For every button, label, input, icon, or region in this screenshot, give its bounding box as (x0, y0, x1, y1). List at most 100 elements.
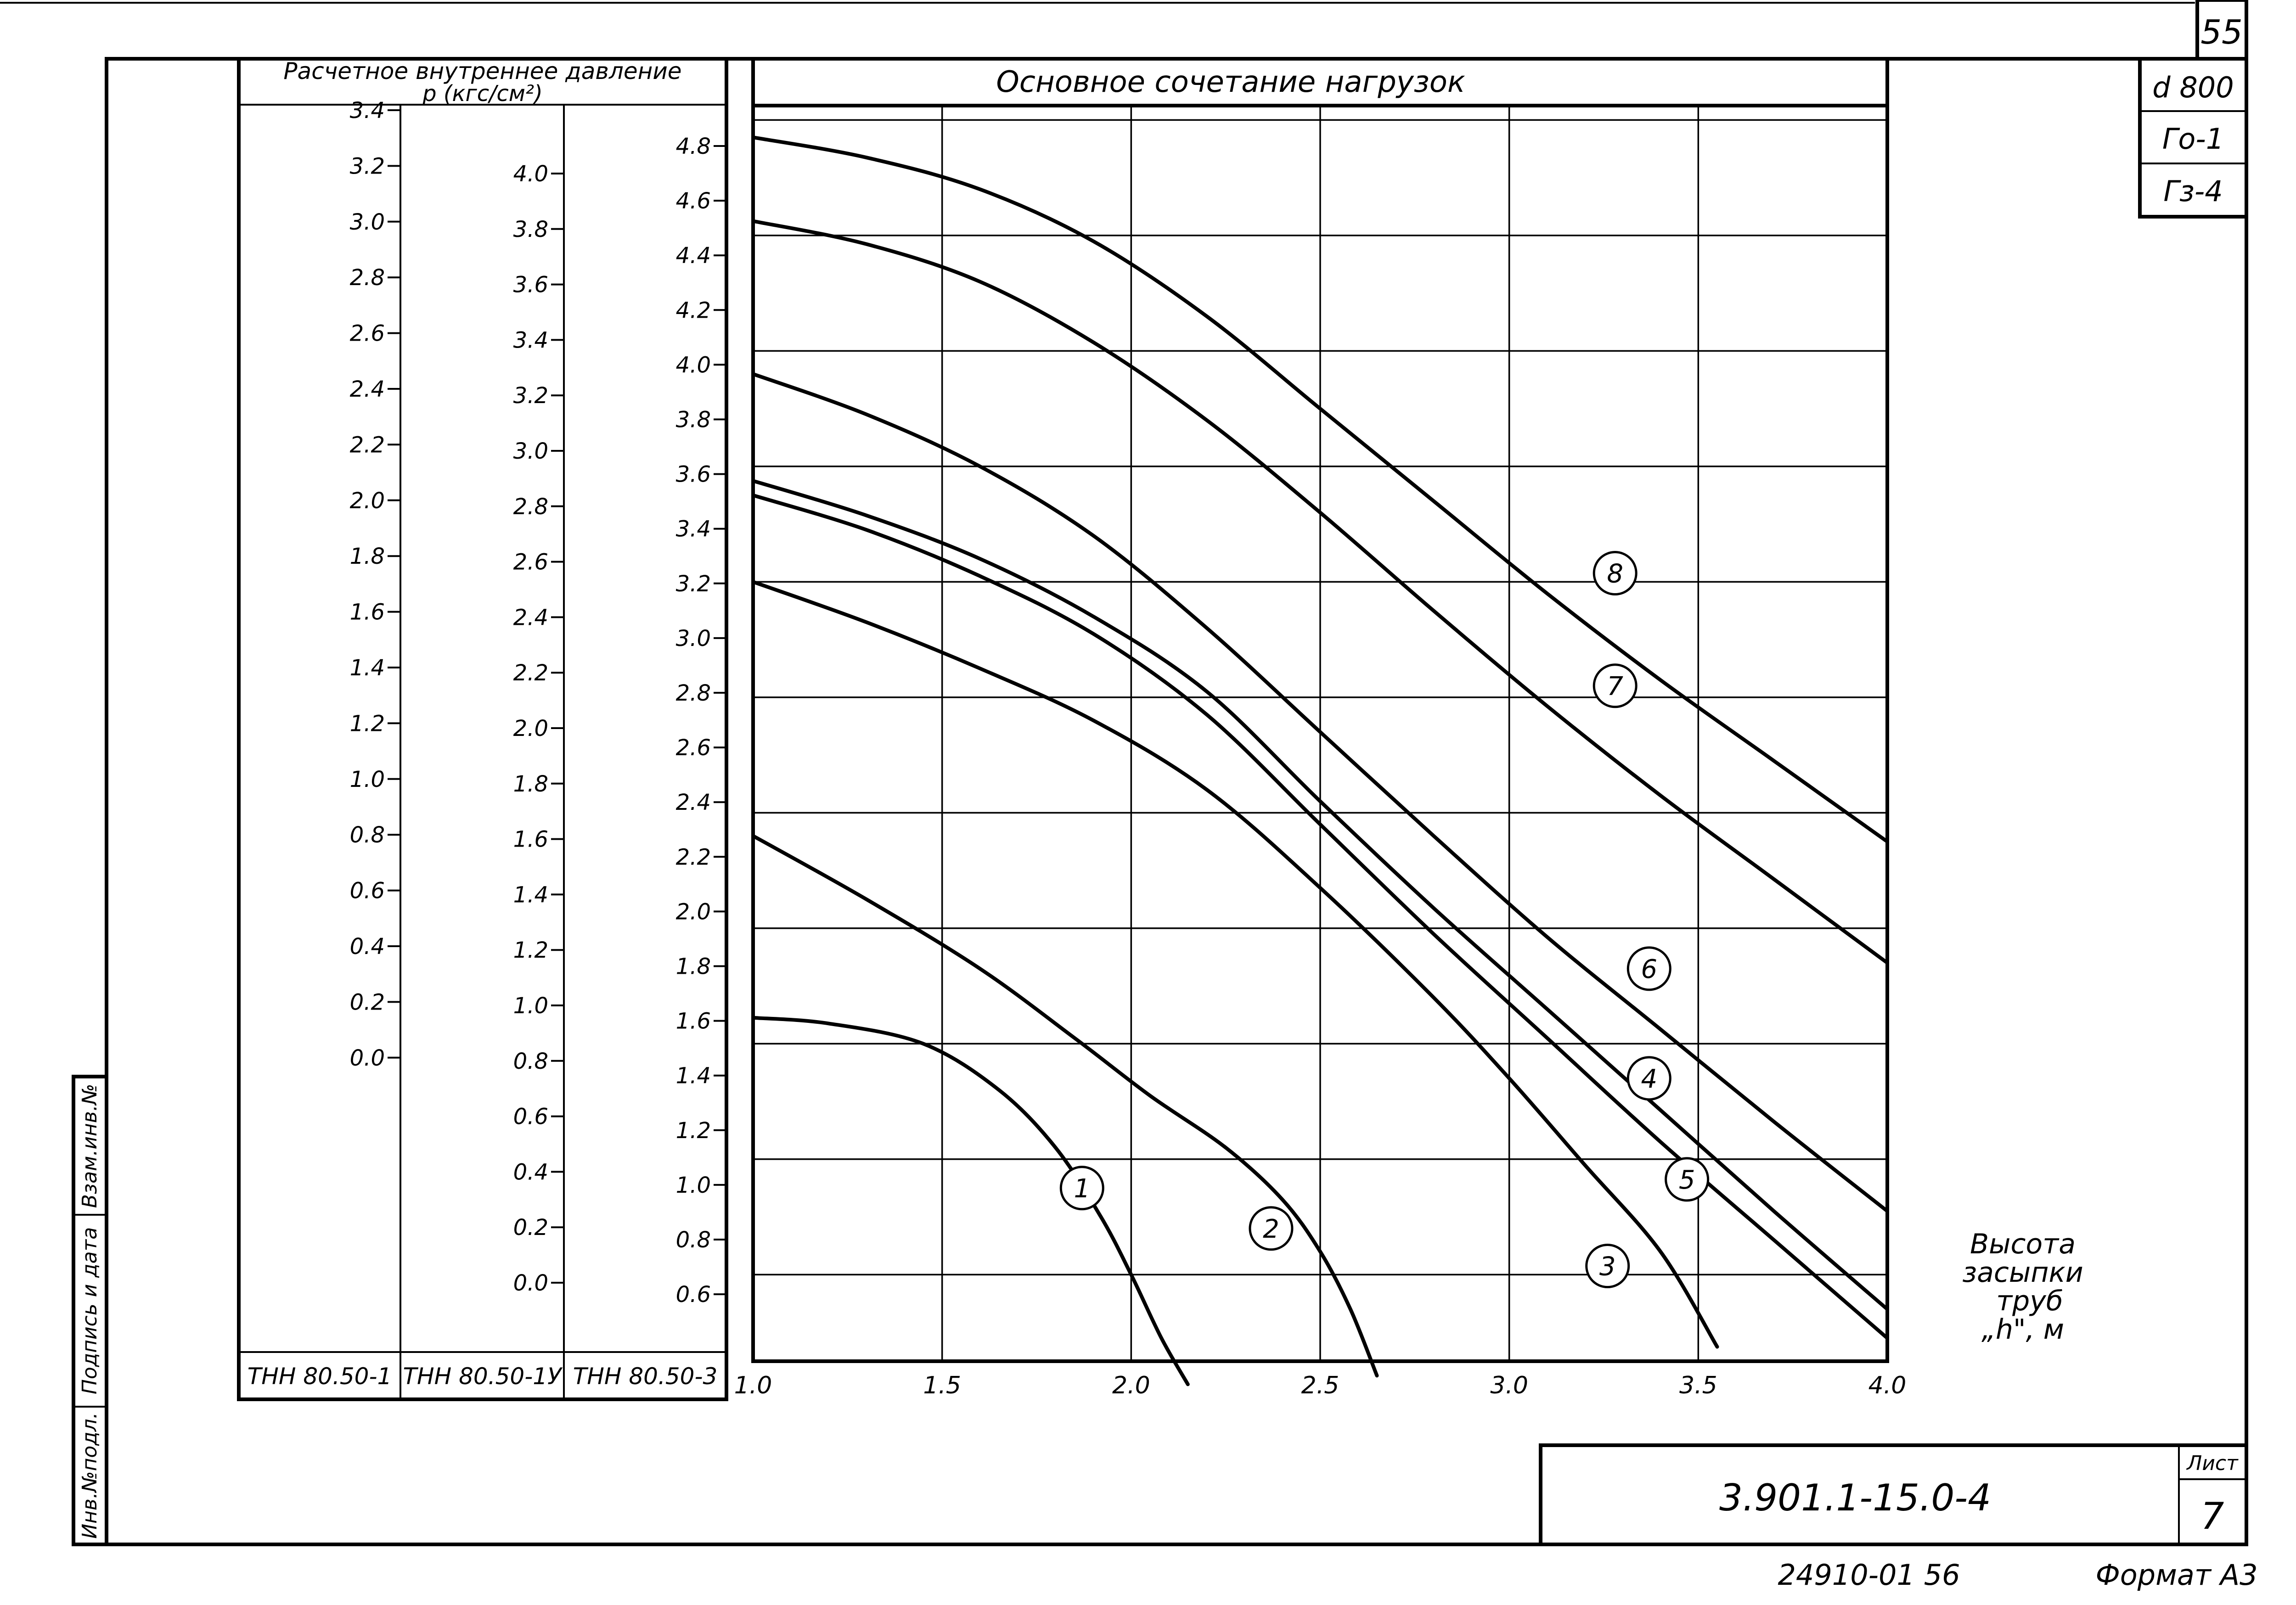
x-tick-label: 1.5 (923, 1372, 961, 1399)
curve-label-circle (1059, 1166, 1104, 1211)
x-tick-label: 3.5 (1679, 1372, 1717, 1399)
x-tick-label: 2.5 (1301, 1372, 1339, 1399)
curve-label-6: 6 (1626, 946, 1671, 991)
scale-tick-label: 1.4 (350, 655, 385, 681)
series-line-1 (751, 1016, 1190, 1386)
curve-label-text: 5 (1679, 1165, 1695, 1195)
x-axis-label-line3: труб (1996, 1285, 2063, 1317)
sheet-frame (105, 57, 2248, 1546)
scale-tick-label: 0.6 (676, 1282, 711, 1308)
scale-tick-label: 0.2 (350, 989, 385, 1015)
scale-tick-label: 0.8 (513, 1049, 548, 1074)
scale-tick-label: 0.0 (513, 1270, 548, 1296)
scale-tick-label: 1.4 (513, 882, 548, 908)
series-line-3 (751, 580, 1719, 1349)
scale-tick-label: 2.0 (676, 899, 711, 925)
curve-label-1: 1 (1059, 1166, 1104, 1211)
scale-tick-label: 2.0 (350, 488, 385, 514)
scale-tick-label: 2.4 (676, 790, 711, 815)
scale-tick-label: 1.6 (676, 1009, 711, 1034)
scale-tick-label: 3.4 (676, 516, 711, 542)
scale-tick-label: 1.8 (350, 544, 385, 569)
scale-tick-label: 1.4 (676, 1063, 711, 1089)
curve-labels: 1 2 3 4 5 6 7 8 (1059, 551, 1710, 1289)
curve-label-circle (1593, 663, 1638, 708)
x-tick-label: 2.0 (1112, 1372, 1150, 1399)
curve-label-circle (1626, 946, 1671, 991)
pressure-scales-panel: Расчетное внутреннее давление р (кгс/см²… (237, 57, 728, 1401)
scale-ticks: 3.4 3.2 3.0 2.8 2.6 2.4 2.2 2.0 1.8 1.6 1.4 1.2 1.0 0… (350, 98, 726, 1308)
scale-tick-label: 3.4 (513, 327, 548, 353)
side-label-box (2138, 57, 2248, 219)
chart-title: Основное сочетание нагрузок (996, 65, 1465, 99)
scale-tick-label: 1.0 (676, 1173, 711, 1198)
scale-tick-label: 2.6 (676, 735, 711, 761)
scale-tick-label: 2.6 (513, 550, 548, 575)
x-tick-labels: 1.0 1.5 2.0 2.5 3.0 3.5 4.0 (734, 1372, 1907, 1399)
scale-tick-label: 0.6 (513, 1104, 548, 1130)
scale-tick-label: 3.4 (350, 98, 385, 123)
scale-tick-label: 3.0 (350, 209, 385, 235)
scale-tick-label: 0.2 (513, 1215, 548, 1240)
x-tick-label: 1.0 (734, 1372, 772, 1399)
scale-tick-label: 0.6 (350, 878, 385, 904)
x-axis-label-line1: Высота (1970, 1228, 2076, 1260)
x-axis-label: Высота засыпки труб „h", м (1962, 1228, 2083, 1346)
scale-tick-label: 3.2 (350, 153, 385, 179)
series-line-8 (751, 135, 1889, 844)
archive-number: 24910-01 56 (1778, 1558, 1960, 1592)
series-line-2 (751, 834, 1379, 1378)
scale-tick-label: 3.2 (676, 571, 711, 597)
scale-tick-label: 2.2 (350, 432, 385, 458)
curve-label-text: 4 (1641, 1064, 1657, 1094)
doc-number: 3.901.1-15.0-4 (1719, 1476, 1991, 1519)
scale-tick-label: 2.4 (513, 605, 548, 630)
curve-label-5: 5 (1665, 1157, 1710, 1202)
curve-label-text: 7 (1607, 672, 1623, 701)
curve-label-text: 1 (1074, 1174, 1090, 1204)
scale-tick-label: 3.0 (513, 438, 548, 464)
scale-tick-label: 4.8 (676, 134, 711, 159)
main-chart: Основное сочетание нагрузок 1.0 1.5 2.0 2.5… (734, 57, 2083, 1399)
scale-tick-label: 1.2 (676, 1118, 711, 1144)
scale-tick-label: 4.2 (676, 297, 711, 323)
grid-lines (753, 106, 1887, 1361)
scale-tick-label: 4.0 (676, 352, 711, 378)
curve-label-circle (1593, 551, 1638, 596)
scale-tick-label: 1.6 (513, 827, 548, 853)
scale-tick-label: 3.2 (513, 383, 548, 409)
sheet-number-top: 55 (2200, 13, 2243, 51)
stamp-inv-podl: Инв.№подл. (78, 1412, 101, 1539)
x-tick-label: 4.0 (1868, 1372, 1907, 1399)
scales-panel-frame (237, 57, 728, 1401)
scale-name-3: ТНН 80.50-3 (573, 1363, 718, 1390)
curve-label-8: 8 (1593, 551, 1638, 596)
scale-tick-label: 0.8 (350, 822, 385, 848)
scale-name-1: ТНН 80.50-1 (248, 1363, 392, 1390)
curve-label-text: 2 (1263, 1214, 1279, 1244)
scale-tick-label: 2.8 (513, 494, 548, 520)
curve-label-text: 3 (1599, 1252, 1616, 1282)
side-stamp-box (72, 1075, 108, 1546)
scale-tick-label: 4.0 (513, 161, 548, 187)
side-stamp: Взам.инв.№ Подпись и дата Инв.№подл. (72, 1075, 108, 1546)
series-line-7 (751, 219, 1889, 965)
scale-tick-label: 4.4 (676, 243, 711, 269)
format-label: Формат А3 (2095, 1558, 2257, 1592)
curve-label-2: 2 (1249, 1206, 1294, 1251)
scale-tick-label: 0.0 (350, 1045, 385, 1071)
scale-name-2: ТНН 80.50-1У (403, 1363, 563, 1390)
curve-label-7: 7 (1593, 663, 1638, 708)
scale-tick-label: 0.4 (350, 934, 385, 960)
scale-tick-label: 1.8 (676, 954, 711, 980)
scale-tick-label: 2.2 (676, 844, 711, 870)
scale-tick-label: 1.2 (350, 711, 385, 736)
scale-tick-label: 2.2 (513, 660, 548, 686)
scale-tick-label: 0.8 (676, 1227, 711, 1253)
curve-label-3: 3 (1585, 1244, 1630, 1289)
scale-tick-label: 3.8 (513, 217, 548, 242)
side-label-gz: Гз-4 (2163, 174, 2223, 208)
stamp-signature-date: Подпись и дата (78, 1227, 101, 1394)
title-block-frame (1539, 1443, 2248, 1546)
